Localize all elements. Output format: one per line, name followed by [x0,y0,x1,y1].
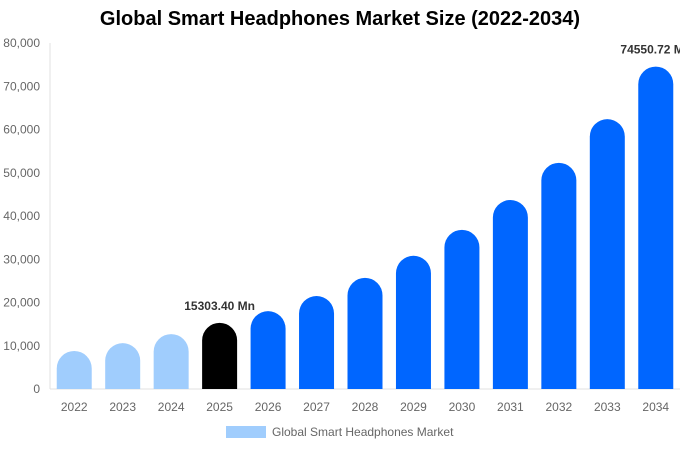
y-tick-label: 30,000 [3,252,40,266]
x-tick-label: 2022 [61,400,88,414]
y-tick-label: 80,000 [3,36,40,50]
bar-2032 [541,162,577,389]
data-label-2025: 15303.40 Mn [184,299,255,313]
bar-2022 [56,350,92,389]
bar-2028 [347,277,383,389]
x-tick-label: 2027 [303,400,330,414]
x-tick-label: 2034 [642,400,669,414]
y-tick-label: 0 [33,382,40,396]
bar-2034 [638,66,674,389]
x-tick-label: 2031 [497,400,524,414]
x-tick-label: 2023 [109,400,136,414]
y-tick-label: 70,000 [3,79,40,93]
x-tick-label: 2032 [545,400,572,414]
chart-title: Global Smart Headphones Market Size (202… [99,8,581,30]
data-label-2034: 74550.72 Mn [620,43,680,57]
y-tick-label: 60,000 [3,123,40,137]
legend: Global Smart Headphones Market [226,425,453,439]
legend-swatch [226,426,266,438]
y-tick-label: 20,000 [3,296,40,310]
x-tick-label: 2024 [158,400,185,414]
bar-2025 [202,322,238,389]
bar-2030 [444,229,480,389]
bar-2027 [299,296,335,389]
bar-2031 [492,199,528,389]
x-tick-label: 2029 [400,400,427,414]
x-tick-label: 2033 [594,400,621,414]
bar-2026 [250,311,286,389]
y-tick-label: 50,000 [3,166,40,180]
y-tick-label: 10,000 [3,339,40,353]
y-tick-label: 40,000 [3,209,40,223]
x-tick-label: 2025 [206,400,233,414]
x-tick-label: 2030 [449,400,476,414]
bar-2033 [589,119,625,390]
x-tick-label: 2028 [352,400,379,414]
bar-2029 [395,255,431,389]
bar-2023 [105,343,141,389]
legend-label: Global Smart Headphones Market [272,425,454,439]
bar-2024 [153,334,189,389]
bar-chart: 0 10,000 20,000 30,000 40,000 50,000 60,000 70,… [3,36,680,414]
x-tick-label: 2026 [255,400,282,414]
